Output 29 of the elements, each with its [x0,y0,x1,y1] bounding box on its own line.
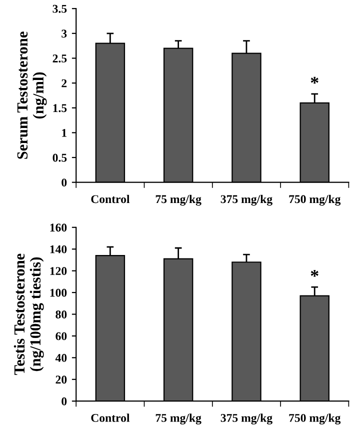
y-tick-label: 2 [62,79,67,88]
x-tick-label: Control [91,194,130,204]
x-tick-label: Control [91,414,130,422]
y-tick-label: 1.5 [53,104,67,112]
y-axis-title: Serum Testosterone (ng/ml) [17,32,47,159]
y-tick-label: 140 [50,245,67,254]
x-tick-label: 75 mg/kg [156,194,202,206]
y-tick-label: 40 [55,354,67,362]
x-tick-label: 375 mg/kg [220,414,272,424]
y-tick-label: 60 [56,332,67,340]
y-tick-label: 80 [56,310,67,318]
y-tick-label: 100 [50,288,67,297]
y-tick-label: 20 [56,376,67,384]
y-tick-label: 0.5 [52,154,67,162]
y-tick-label: 2.5 [52,54,67,62]
annotation: * [310,270,318,277]
y-tick-label: 3.5 [52,4,67,13]
y-tick-label: 0 [62,397,67,406]
x-tick-label: 750 mg/kg [289,414,341,424]
annotation: * [310,76,318,84]
y-tick-label: 1 [62,128,66,137]
y-tick-label: 0 [62,178,67,187]
x-tick-label: 750 mg/kg [289,194,341,206]
y-tick-label: 160 [50,224,67,232]
x-tick-label: 75 mg/kg [156,414,202,424]
y-axis-title: Testis Testosterone (ng/100mg tiestis) [14,254,44,375]
y-tick-label: 3 [62,30,67,38]
y-tick-label: 120 [50,267,67,276]
x-tick-label: 375 mg/kg [220,194,272,206]
